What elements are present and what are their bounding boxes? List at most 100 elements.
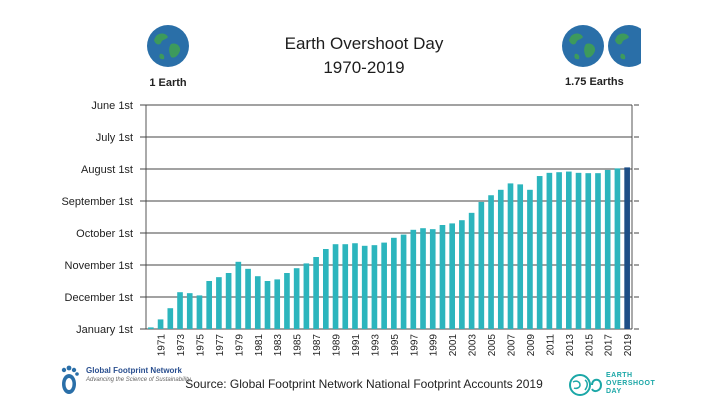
x-tick-label: 1985 <box>293 334 304 357</box>
x-tick-label: 2019 <box>623 334 634 357</box>
x-tick-label: 1993 <box>370 334 381 357</box>
eod-logo: EARTH OVERSHOOT DAY <box>568 370 668 404</box>
bar-1985 <box>293 268 300 329</box>
x-tick-label: 1979 <box>234 334 245 357</box>
bar-2011 <box>546 172 553 329</box>
gfn-logo-tagline: Advancing the Science of Sustainability <box>86 377 191 383</box>
bar-2019 <box>624 167 630 329</box>
bar-1984 <box>284 273 290 329</box>
x-tick-label: 1997 <box>409 334 420 357</box>
bar-1999 <box>429 229 436 329</box>
x-tick-label: 2005 <box>487 334 498 357</box>
x-tick-label: 2001 <box>448 334 459 357</box>
bar-1972 <box>167 308 174 329</box>
bar-1975 <box>196 295 203 329</box>
x-tick-label: 1973 <box>176 334 187 357</box>
earth-overshoot-day-icon <box>569 374 602 396</box>
bar-2003 <box>468 212 475 329</box>
bar-1981 <box>254 276 261 329</box>
bar-2006 <box>497 189 504 329</box>
globes-icon <box>562 25 641 67</box>
bar-2014 <box>575 172 582 329</box>
x-tick-label: 1983 <box>273 334 284 357</box>
footprint-icon <box>61 365 79 394</box>
gfn-logo-name: Global Footprint Network <box>86 366 182 375</box>
bar-1970 <box>148 327 154 329</box>
y-tick-label: August 1st <box>81 164 133 176</box>
bar-1982 <box>264 281 271 329</box>
bar-1986 <box>303 263 310 329</box>
y-tick-label: November 1st <box>65 260 133 272</box>
eod-logo-line2: OVERSHOOT <box>606 380 656 387</box>
bar-2009 <box>527 189 533 329</box>
bar-1980 <box>245 268 251 329</box>
eod-logo-text: EARTH OVERSHOOT DAY <box>606 372 655 396</box>
bar-1991 <box>352 243 358 329</box>
bar-1998 <box>420 228 426 329</box>
bar-2002 <box>459 220 465 329</box>
bar-2000 <box>439 225 446 329</box>
bar-1989 <box>332 244 339 329</box>
one-point-seventy-five-earths-badge: 1.75 Earths <box>557 24 657 94</box>
y-tick-label: June 1st <box>91 100 133 112</box>
bar-1992 <box>361 245 368 329</box>
bar-2015 <box>585 173 592 329</box>
bar-2007 <box>507 183 514 329</box>
x-tick-label: 1977 <box>215 334 226 357</box>
y-tick-label: July 1st <box>96 132 133 144</box>
x-tick-label: 1991 <box>351 334 362 357</box>
bar-2010 <box>536 176 543 329</box>
bar-1995 <box>391 237 397 329</box>
y-tick-label: October 1st <box>76 228 133 240</box>
bar-1994 <box>381 242 387 329</box>
bar-1983 <box>274 279 281 329</box>
bar-1976 <box>206 281 212 329</box>
bar-2008 <box>517 184 524 329</box>
bar-2013 <box>566 171 572 329</box>
one-earth-badge: 1 Earth <box>138 24 198 89</box>
y-tick-label: September 1st <box>61 196 133 208</box>
bar-1979 <box>235 261 242 329</box>
bar-2018 <box>614 168 621 329</box>
x-tick-label: 1975 <box>195 334 206 357</box>
bar-1996 <box>400 234 407 329</box>
x-tick-label: 2017 <box>604 334 615 357</box>
bar-1978 <box>225 273 232 329</box>
bar-1977 <box>216 277 222 329</box>
bar-2004 <box>478 201 485 329</box>
bar-1971 <box>157 319 164 329</box>
bar-2012 <box>556 172 562 329</box>
bar-2005 <box>488 195 494 329</box>
x-tick-label: 1995 <box>390 334 401 357</box>
bar-1973 <box>177 292 183 329</box>
gfn-logo: Global Footprint Network Advancing the S… <box>56 362 191 398</box>
bar-1988 <box>323 249 329 329</box>
bar-1997 <box>410 229 417 329</box>
x-tick-label: 2011 <box>545 334 556 356</box>
x-tick-label: 1987 <box>312 334 323 357</box>
y-tick-label: January 1st <box>76 324 133 336</box>
source-note: Source: Global Footprint Network Nationa… <box>185 377 543 391</box>
x-tick-label: 2015 <box>584 334 595 357</box>
bar-1993 <box>371 245 378 329</box>
one-point-seventy-five-earths-label: 1.75 Earths <box>565 76 624 88</box>
bar-1987 <box>313 257 319 329</box>
y-tick-label: December 1st <box>65 292 133 304</box>
x-tick-label: 1981 <box>254 334 265 357</box>
bar-1990 <box>342 244 349 329</box>
eod-logo-line3: DAY <box>606 388 622 395</box>
bar-2001 <box>449 223 455 329</box>
eod-logo-line1: EARTH <box>606 372 633 379</box>
x-tick-label: 2003 <box>468 334 479 357</box>
chart-title-line2: 1970-2019 <box>323 58 405 77</box>
chart-title-line1: Earth Overshoot Day <box>284 34 444 53</box>
chart-title: Earth Overshoot Day 1970-2019 <box>0 32 728 80</box>
one-earth-label: 1 Earth <box>149 77 187 89</box>
x-tick-label: 1971 <box>157 334 168 357</box>
x-tick-label: 2007 <box>507 334 518 357</box>
bar-2016 <box>595 173 601 329</box>
x-tick-label: 1989 <box>332 334 343 357</box>
x-tick-label: 2013 <box>565 334 576 357</box>
bar-1974 <box>186 293 193 329</box>
